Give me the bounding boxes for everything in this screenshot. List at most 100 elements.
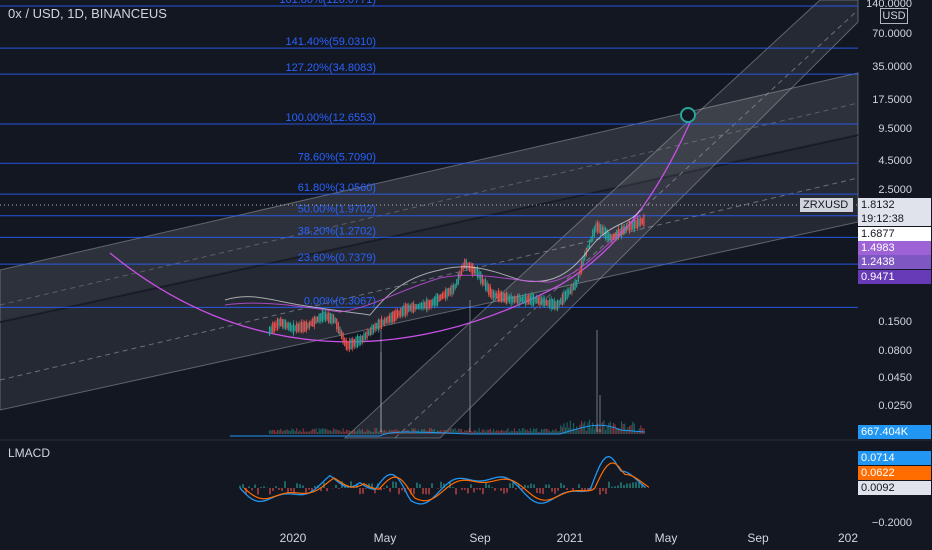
volume-bar — [331, 431, 333, 434]
candle-body — [486, 282, 488, 292]
macd-histogram-bar — [431, 483, 433, 488]
volume-bar — [625, 429, 627, 434]
parallel-channels[interactable] — [0, 0, 859, 439]
volume-bar — [321, 428, 323, 434]
candle-body — [275, 322, 277, 328]
volume-bar — [640, 425, 642, 434]
volume-bar — [552, 429, 554, 434]
volume-bar — [537, 431, 539, 434]
candle-body — [494, 292, 496, 298]
fib-level-label: 141.40%(59.0310) — [285, 36, 376, 48]
moving-average-1 — [224, 209, 641, 316]
volume-bar — [342, 428, 344, 434]
candle-body — [635, 220, 637, 228]
price-axis[interactable]: 140.0000 70.0000 35.0000 17.5000 9.5000 4.500… — [866, 0, 912, 412]
candle-body — [566, 289, 568, 300]
candle-body — [460, 266, 463, 276]
macd-histogram-bar — [548, 484, 550, 488]
volume-bar — [456, 430, 458, 434]
macd-histogram-bar — [473, 488, 475, 493]
macd-histogram-bar — [605, 488, 607, 494]
volume-bar — [395, 429, 397, 434]
volume-bar — [630, 425, 632, 434]
candle-body — [449, 287, 451, 295]
symbol-title[interactable]: 0x / USD, 1D, BINANCEUS — [8, 6, 167, 21]
volume-bar — [401, 431, 403, 434]
candle-body — [320, 313, 322, 322]
volume-bar — [579, 424, 581, 434]
volume-bar — [489, 428, 491, 434]
parabolic-arc[interactable] — [109, 117, 693, 343]
currency-badge[interactable]: USD — [880, 8, 908, 24]
volume-bar — [366, 429, 368, 434]
macd-histogram-bar — [440, 481, 442, 488]
candle-body — [507, 295, 509, 303]
macd-histogram-bar — [557, 488, 559, 491]
volume-bar — [374, 428, 376, 434]
volume-bar — [491, 431, 493, 434]
volume-bar — [539, 431, 541, 434]
fib-level-label: 161.80%(126.0771) — [279, 0, 376, 6]
ma-badge-2: 1.4983 — [858, 241, 931, 255]
macd-histogram-bar — [560, 482, 562, 488]
candle-body — [324, 311, 327, 321]
candle-body — [284, 319, 287, 330]
volume-bar — [564, 427, 567, 434]
volume-bar — [598, 428, 600, 434]
arc-anchor-handle[interactable] — [680, 107, 696, 123]
macd-histogram-bar — [638, 482, 640, 488]
candle-body — [353, 339, 355, 347]
channel-1-baseline[interactable] — [0, 134, 859, 323]
last-price-badge: 1.8132 — [858, 198, 931, 212]
fib-level-label: 100.00%(12.6553) — [285, 112, 376, 124]
histogram-value-badge: 0.0092 — [858, 481, 931, 495]
candle-body — [547, 300, 549, 306]
candle-body — [513, 296, 515, 303]
macd-histogram-bar — [290, 488, 292, 492]
macd-histogram-bar — [392, 481, 394, 488]
fib-level-label: 78.60%(5.7090) — [298, 151, 376, 163]
candle-body — [497, 290, 499, 302]
fib-retracement[interactable]: 161.80%(126.0771) 141.40%(59.0310) 127.20%… — [0, 0, 858, 308]
candle-body — [427, 299, 429, 310]
macd-histogram-bar — [413, 488, 415, 495]
candle-body — [464, 258, 466, 269]
macd-histogram-bar — [359, 488, 361, 495]
candle-body — [616, 229, 618, 240]
candle-body — [483, 279, 485, 286]
macd-histogram-bar — [260, 487, 262, 488]
volume-bar — [310, 430, 312, 434]
candle-body — [560, 298, 562, 305]
volume-bar — [440, 430, 442, 434]
candle-body — [294, 325, 296, 331]
macd-histogram-bar — [287, 488, 289, 494]
candle-body — [350, 338, 352, 350]
candle-body — [414, 304, 416, 310]
candle-body — [416, 304, 418, 310]
volume-bar — [369, 431, 371, 434]
candle-body — [425, 299, 427, 310]
volume-bar — [451, 428, 453, 434]
volume-bar — [392, 430, 394, 434]
volume-bar — [624, 423, 626, 434]
candle-body — [412, 302, 415, 313]
channel-3-band[interactable] — [343, 0, 859, 439]
macd-axis[interactable]: −0.2000 — [872, 517, 912, 529]
moving-average-2 — [224, 214, 641, 313]
volume-bar — [460, 429, 463, 434]
price-tick-label: 17.5000 — [872, 94, 912, 106]
macd-histogram-bar — [530, 483, 532, 488]
volume-bar — [600, 429, 602, 434]
indicator-name[interactable]: LMACD — [8, 446, 51, 460]
volume-bar — [411, 428, 413, 434]
volume-bar — [446, 429, 448, 434]
macd-series — [239, 455, 650, 505]
volume-bar — [523, 428, 525, 434]
macd-histogram-bar — [398, 488, 400, 495]
macd-histogram-bar — [482, 488, 484, 495]
channel-2-band[interactable] — [0, 73, 858, 322]
volume-bar — [302, 428, 304, 434]
volume-bar — [281, 431, 283, 434]
time-axis[interactable]: 2020 May Sep 2021 May Sep 202 — [280, 531, 859, 545]
